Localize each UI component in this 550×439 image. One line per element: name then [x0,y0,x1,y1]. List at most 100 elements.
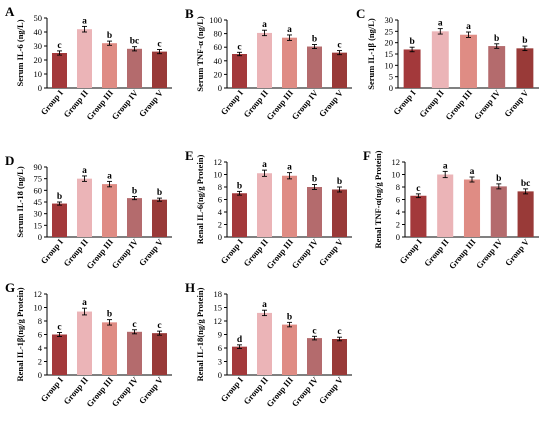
significance-label: c [337,41,341,51]
category-label: Group IV [110,374,141,408]
significance-label: a [470,167,475,177]
bar [257,312,272,375]
bar [152,199,167,237]
y-tick-label: 5 [389,72,393,82]
category-label: Group V [137,87,166,119]
bar [307,338,322,375]
panel-letter: E [185,148,194,163]
bar [403,49,421,88]
category-label: Group V [137,374,166,406]
y-tick-label: 15 [385,49,394,59]
y-tick-label: 75 [34,174,43,184]
y-tick-label: 2 [218,220,222,230]
bar [152,51,167,88]
y-tick-label: 2 [38,357,42,367]
y-axis-label: Serum TNF-α (ng/L) [195,16,205,92]
significance-label: b [337,177,342,187]
bar [282,324,297,375]
y-tick-label: 18 [214,289,223,299]
y-tick-label: 10 [214,170,223,180]
category-label: Group V [317,236,346,268]
y-axis-label: Renal IL-6(ng/g Protein) [195,155,205,245]
significance-label: a [262,300,267,310]
bar [488,46,506,88]
significance-label: b [107,310,112,320]
y-tick-label: 4 [396,207,401,217]
y-tick-label: 10 [385,60,394,70]
category-label: Group IV [110,236,141,270]
bar [257,32,272,88]
significance-label: b [57,192,62,202]
y-tick-label: 40 [34,27,43,37]
panel-letter: B [185,6,194,21]
y-tick-label: 20 [385,38,394,48]
significance-label: d [237,335,243,345]
significance-label: b [496,174,501,184]
y-tick-label: 25 [385,26,394,36]
category-label: Group IV [290,87,321,121]
category-label: Group IV [290,236,321,270]
bar [102,184,117,237]
bar [332,189,347,237]
y-tick-label: 80 [214,29,223,39]
significance-label: bc [130,37,140,47]
y-tick-label: 12 [392,157,401,167]
y-axis-label: Renal IL-18(ng/g Protein) [195,287,205,381]
significance-label: b [107,31,112,41]
bar [431,31,449,88]
significance-label: b [409,37,414,47]
bar [307,46,322,88]
bar [282,175,297,237]
bar [152,333,167,375]
category-label: Group IV [290,374,321,408]
category-label: Group V [317,87,346,119]
y-tick-label: 0 [389,83,393,93]
bar [77,311,92,375]
bar [127,331,142,375]
significance-label: bc [521,179,531,189]
y-tick-label: 6 [38,330,42,340]
y-tick-label: 20 [214,69,223,79]
category-label: Group V [137,236,166,268]
bar [490,186,507,237]
y-tick-label: 12 [34,289,43,299]
y-tick-label: 0 [38,232,42,242]
significance-label: c [237,42,241,52]
y-tick-label: 0 [38,83,42,93]
significance-label: b [157,188,162,198]
panel-letter: F [363,148,371,163]
y-axis-label: Renal TNF-α(ng/g Protein) [373,150,383,248]
significance-label: a [107,171,112,181]
bar [437,174,454,237]
y-tick-label: 0 [38,370,42,380]
y-tick-label: 45 [34,197,43,207]
bar [77,29,92,88]
bar [257,173,272,237]
significance-label: b [237,181,242,191]
y-tick-label: 2 [396,220,400,230]
bar [282,37,297,88]
y-tick-label: 15 [34,220,43,230]
bar [102,322,117,375]
significance-label: b [312,34,317,44]
significance-label: c [57,322,61,332]
y-tick-label: 30 [34,209,43,219]
panel-letter: C [356,6,365,21]
significance-label: a [287,25,292,35]
significance-label: c [157,40,161,50]
significance-label: c [132,320,136,330]
bar [127,198,142,237]
y-axis-label: Renal IL-1β(ng/g Protein) [15,287,25,381]
y-tick-label: 100 [209,15,222,25]
bar [232,54,247,88]
y-tick-label: 60 [214,42,223,52]
category-label: Group IV [474,236,505,270]
y-tick-label: 90 [34,162,43,172]
y-tick-label: 30 [385,15,394,25]
y-tick-label: 8 [38,316,42,326]
